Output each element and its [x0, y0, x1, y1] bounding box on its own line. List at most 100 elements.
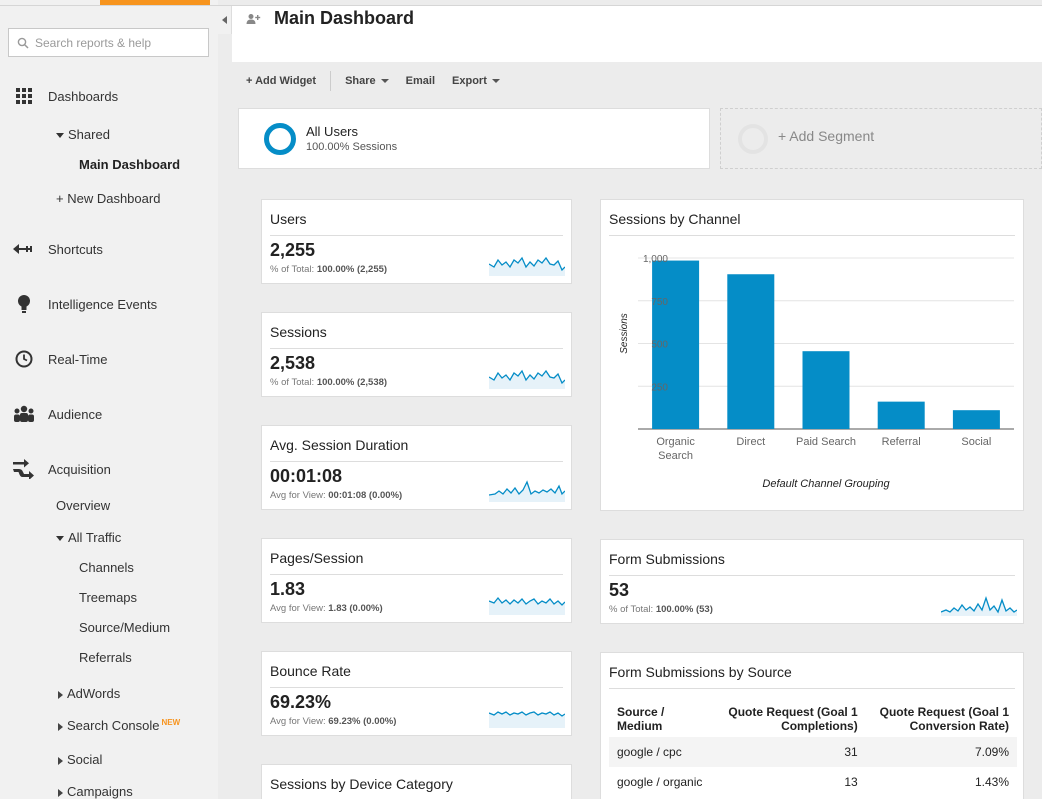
- widget-metric-sub: % of Total: 100.00% (53): [609, 604, 713, 615]
- sub-prefix: Avg for View:: [270, 490, 326, 501]
- caret-right-icon: [58, 788, 63, 797]
- sub-prefix: Avg for View:: [270, 716, 326, 727]
- widget-users: Users 2,255 % of Total: 100.00% (2,255): [261, 199, 572, 284]
- sparkline: [489, 480, 565, 502]
- nav-treemaps[interactable]: Treemaps: [79, 590, 138, 605]
- widget-metric-value: 1.83: [270, 579, 306, 599]
- dashboard-toolbar: + Add Widget Share Email Export: [232, 62, 1042, 100]
- segment-all-users[interactable]: All Users 100.00% Sessions: [238, 108, 710, 169]
- widget-avg-session-duration: Avg. Session Duration 00:01:08 Avg for V…: [261, 425, 572, 510]
- widget-title: Avg. Session Duration: [270, 437, 409, 453]
- nav-dashboards-label: Dashboards: [48, 88, 119, 104]
- grid-icon: [0, 88, 48, 104]
- sub-prefix: % of Total:: [270, 377, 315, 388]
- email-button[interactable]: Email: [405, 75, 436, 87]
- bar-social: [952, 410, 1000, 429]
- header-line: Medium: [617, 719, 663, 733]
- nav-shared[interactable]: Shared: [56, 127, 110, 142]
- nav-all-traffic-label: All Traffic: [68, 530, 122, 545]
- sub-value: 100.00% (53): [655, 604, 713, 615]
- page-header: Main Dashboard: [232, 6, 1042, 62]
- header-line: Quote Request (Goal 1: [879, 705, 1009, 719]
- sparkline: [489, 369, 565, 389]
- widget-title: Sessions by Channel: [609, 211, 741, 227]
- widget-title: Bounce Rate: [270, 663, 351, 679]
- cell-source: google / cpc: [609, 737, 715, 767]
- sidebar: Dashboards Shared Main Dashboard + New D…: [0, 0, 218, 799]
- nav-shared-label: Shared: [68, 127, 110, 142]
- y-axis-title: Sessions: [619, 313, 630, 354]
- column-header-conversion-rate[interactable]: Quote Request (Goal 1 Conversion Rate): [866, 701, 1017, 737]
- table-row: google / organic 13 1.43%: [609, 767, 1017, 797]
- widget-bounce-rate: Bounce Rate 69.23% Avg for View: 69.23% …: [261, 651, 572, 736]
- segment-name: All Users: [306, 124, 359, 139]
- lightbulb-icon: [0, 294, 48, 314]
- sparkline: [941, 595, 1017, 616]
- bar-referral: [877, 401, 925, 429]
- widget-form-submissions: Form Submissions 53 % of Total: 100.00% …: [600, 539, 1024, 624]
- widget-title: Sessions by Device Category: [270, 776, 453, 792]
- widget-divider: [270, 574, 563, 575]
- sparkline: [489, 256, 565, 276]
- widget-title: Form Submissions by Source: [609, 664, 792, 680]
- nav-new-dashboard[interactable]: + New Dashboard: [56, 191, 161, 206]
- active-tab-indicator: [100, 0, 210, 5]
- add-widget-button[interactable]: + Add Widget: [246, 75, 317, 87]
- nav-intelligence-label: Intelligence Events: [48, 296, 158, 312]
- nav-acquisition-label: Acquisition: [48, 461, 111, 477]
- widget-metric-sub: Avg for View: 69.23% (0.00%): [270, 716, 396, 727]
- widget-metric-sub: Avg for View: 1.83 (0.00%): [270, 603, 383, 614]
- nav-search-console[interactable]: Search Console NEW: [58, 718, 180, 733]
- x-tick-label: Referral: [882, 436, 921, 448]
- nav-shortcuts[interactable]: Shortcuts: [0, 240, 103, 258]
- chevron-left-icon: [222, 16, 227, 24]
- add-segment-button[interactable]: + Add Segment: [720, 108, 1042, 169]
- nav-intelligence-events[interactable]: Intelligence Events: [0, 294, 157, 314]
- nav-audience[interactable]: Audience: [0, 404, 102, 424]
- widget-sessions: Sessions 2,538 % of Total: 100.00% (2,53…: [261, 312, 572, 397]
- nav-campaigns[interactable]: Campaigns: [58, 784, 133, 799]
- sub-prefix: Avg for View:: [270, 603, 326, 614]
- x-tick-label: Paid Search: [796, 436, 856, 448]
- y-tick-label: 1,000: [643, 254, 668, 265]
- nav-main-dashboard[interactable]: Main Dashboard: [79, 157, 181, 172]
- search-box[interactable]: [8, 28, 209, 57]
- segment-ring-empty-icon: [738, 124, 768, 154]
- widget-divider: [270, 461, 563, 462]
- sparkline: [489, 596, 565, 615]
- nav-acquisition[interactable]: Acquisition: [0, 459, 111, 479]
- nav-audience-label: Audience: [48, 406, 103, 422]
- export-button[interactable]: Export: [452, 75, 500, 87]
- nav-social[interactable]: Social: [58, 752, 102, 767]
- nav-dashboards[interactable]: Dashboards: [0, 87, 118, 105]
- widget-divider: [609, 575, 1015, 576]
- nav-channels[interactable]: Channels: [79, 560, 134, 575]
- nav-real-time[interactable]: Real-Time: [0, 349, 107, 369]
- search-icon: [17, 37, 29, 49]
- collapse-sidebar-button[interactable]: [218, 6, 232, 34]
- caret-down-icon: [491, 79, 500, 83]
- column-header-completions[interactable]: Quote Request (Goal 1 Completions): [715, 701, 866, 737]
- y-tick-label: 250: [651, 382, 668, 393]
- share-label: Share: [345, 75, 376, 87]
- share-button[interactable]: Share: [345, 75, 389, 87]
- nav-referrals[interactable]: Referrals: [79, 650, 132, 665]
- cell-rate: 1.43%: [974, 775, 1009, 789]
- search-input[interactable]: [35, 35, 205, 50]
- widget-metric-sub: Avg for View: 00:01:08 (0.00%): [270, 490, 402, 501]
- add-person-icon[interactable]: [246, 12, 262, 30]
- sparkline: [489, 711, 565, 728]
- bar-paid-search: [802, 351, 850, 429]
- nav-source-medium[interactable]: Source/Medium: [79, 620, 171, 635]
- column-header-source[interactable]: Source / Medium: [609, 701, 715, 737]
- top-divider: [0, 5, 1042, 6]
- caret-right-icon: [58, 690, 63, 699]
- widget-title: Users: [270, 211, 307, 227]
- x-tick-label: Direct: [736, 436, 765, 448]
- nav-adwords[interactable]: AdWords: [58, 686, 120, 701]
- nav-overview[interactable]: Overview: [56, 498, 111, 513]
- widget-divider: [270, 235, 563, 236]
- x-axis-title: Default Channel Grouping: [762, 478, 890, 490]
- nav-all-traffic[interactable]: All Traffic: [56, 530, 121, 545]
- nav-social-label: Social: [67, 752, 103, 767]
